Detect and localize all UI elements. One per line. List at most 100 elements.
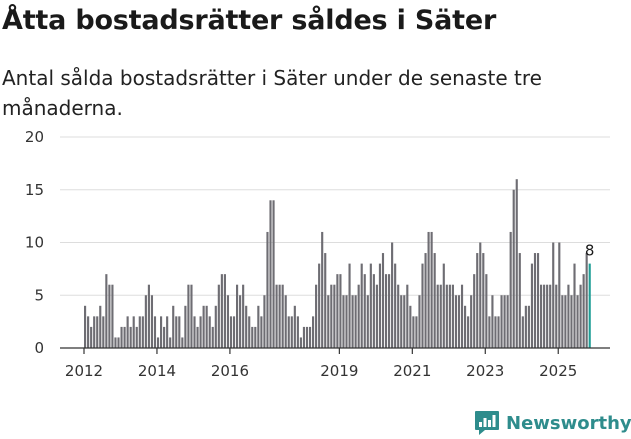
bar (257, 305, 260, 348)
chart-subtitle: Antal sålda bostadsrätter i Säter under … (2, 66, 542, 120)
bar (381, 253, 385, 348)
bar (181, 337, 184, 348)
bar (451, 284, 454, 348)
bar (524, 305, 527, 348)
bar (378, 263, 382, 348)
x-tick-label: 2023 (466, 362, 504, 380)
bar (533, 253, 537, 348)
x-tick-label: 2019 (320, 362, 358, 380)
bar (448, 284, 451, 348)
bar (345, 295, 348, 348)
bar (236, 284, 239, 348)
bar (439, 284, 442, 348)
bar (220, 274, 223, 348)
bar (409, 305, 412, 348)
bar (226, 295, 230, 348)
bar (239, 295, 242, 348)
bar (205, 305, 208, 348)
bar (555, 284, 558, 348)
bar (491, 295, 494, 348)
y-tick-label: 20 (25, 128, 44, 146)
bar (141, 316, 144, 348)
bar (585, 253, 588, 348)
bar (96, 316, 99, 348)
bar (330, 284, 333, 348)
bar (430, 231, 433, 348)
bar (509, 231, 512, 348)
y-tick-label: 5 (34, 286, 44, 304)
bar (582, 274, 585, 348)
bar (299, 337, 302, 348)
bar (111, 284, 114, 348)
bar (232, 316, 236, 348)
bar (339, 274, 342, 348)
bar (190, 284, 193, 348)
bar (263, 295, 266, 348)
bar (518, 253, 521, 348)
bar (278, 284, 281, 348)
bar (126, 316, 129, 348)
bar (421, 263, 424, 348)
bar (357, 284, 360, 348)
bar (360, 263, 363, 348)
bar (281, 284, 284, 348)
bar (99, 305, 102, 348)
bar (318, 263, 321, 348)
bar (84, 305, 87, 348)
bar (223, 274, 226, 348)
bar (312, 316, 315, 348)
bar (175, 316, 178, 348)
bar (251, 326, 254, 348)
bar (333, 284, 336, 348)
bar (302, 326, 306, 348)
bar (482, 253, 485, 348)
bar (132, 316, 135, 348)
bar (576, 295, 579, 348)
bar (260, 316, 263, 348)
brand-name: Newsworthy (506, 412, 631, 434)
bar-chart-speech-bubble-icon (475, 411, 499, 435)
newsworthy-logo[interactable]: Newsworthy (474, 407, 631, 439)
bar (327, 295, 330, 348)
bar (454, 295, 458, 348)
bar (363, 274, 366, 348)
y-tick-label: 15 (25, 181, 44, 199)
y-axis-ticks: 0 5 10 15 20 (25, 128, 44, 357)
bar (400, 295, 403, 348)
bar (436, 284, 439, 348)
bar (208, 316, 211, 348)
x-tick-label: 2012 (65, 362, 103, 380)
bar-chart: 0 5 10 15 20 2012 2014 2016 2019 2021 2023 2025 8 (25, 128, 610, 380)
bar (308, 326, 312, 348)
bar (540, 284, 543, 348)
bar (460, 284, 464, 348)
bar (503, 295, 506, 348)
bar (558, 242, 561, 348)
bar (196, 326, 199, 348)
bar (211, 326, 214, 348)
bar (269, 200, 272, 348)
bar (497, 316, 500, 348)
bar (442, 263, 445, 348)
bar (90, 326, 93, 348)
bar (394, 263, 397, 348)
bar (512, 189, 515, 348)
bar (315, 284, 318, 348)
bar (135, 326, 138, 348)
bar (144, 295, 147, 348)
y-tick-label: 0 (34, 339, 44, 357)
bar (166, 316, 169, 348)
bar (457, 295, 461, 348)
bar (552, 242, 555, 348)
bar (187, 284, 190, 348)
bar (172, 305, 175, 348)
bar (494, 316, 497, 348)
bar (163, 326, 166, 348)
bar (287, 316, 290, 348)
bar (473, 274, 476, 348)
bar (464, 305, 467, 348)
bar (366, 295, 369, 348)
bar (284, 295, 287, 348)
bar (229, 316, 233, 348)
bar (546, 284, 549, 348)
